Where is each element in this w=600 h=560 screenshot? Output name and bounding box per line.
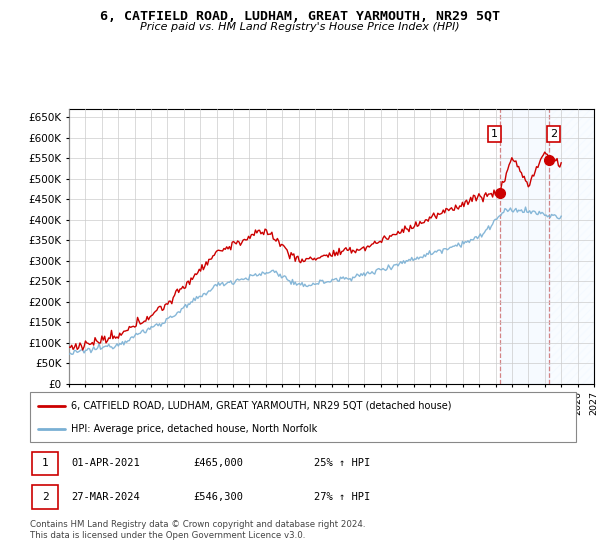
Text: 27-MAR-2024: 27-MAR-2024: [71, 492, 140, 502]
Text: 2: 2: [550, 129, 557, 139]
FancyBboxPatch shape: [30, 392, 576, 442]
Text: 1: 1: [491, 129, 498, 139]
Bar: [500, 109, 548, 384]
FancyBboxPatch shape: [32, 486, 58, 508]
FancyBboxPatch shape: [32, 452, 58, 475]
Text: 6, CATFIELD ROAD, LUDHAM, GREAT YARMOUTH, NR29 5QT (detached house): 6, CATFIELD ROAD, LUDHAM, GREAT YARMOUTH…: [71, 400, 451, 410]
Text: 01-APR-2021: 01-APR-2021: [71, 459, 140, 468]
Text: 2: 2: [42, 492, 49, 502]
Text: 25% ↑ HPI: 25% ↑ HPI: [314, 459, 370, 468]
Text: Price paid vs. HM Land Registry's House Price Index (HPI): Price paid vs. HM Land Registry's House …: [140, 22, 460, 32]
Text: 1: 1: [42, 459, 49, 468]
Bar: [548, 109, 594, 384]
Text: Contains HM Land Registry data © Crown copyright and database right 2024.
This d: Contains HM Land Registry data © Crown c…: [30, 520, 365, 540]
Text: £465,000: £465,000: [194, 459, 244, 468]
Text: HPI: Average price, detached house, North Norfolk: HPI: Average price, detached house, Nort…: [71, 424, 317, 434]
Text: 6, CATFIELD ROAD, LUDHAM, GREAT YARMOUTH, NR29 5QT: 6, CATFIELD ROAD, LUDHAM, GREAT YARMOUTH…: [100, 10, 500, 23]
Text: 27% ↑ HPI: 27% ↑ HPI: [314, 492, 370, 502]
Bar: [548, 109, 594, 384]
Text: £546,300: £546,300: [194, 492, 244, 502]
